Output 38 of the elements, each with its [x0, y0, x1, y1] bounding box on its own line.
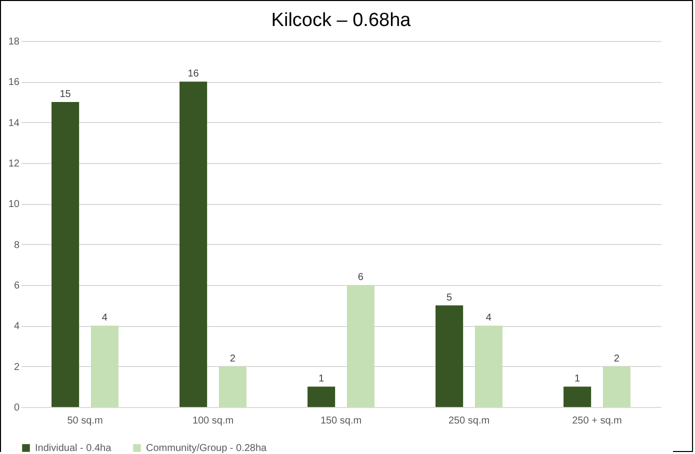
bar: [436, 305, 464, 407]
bar: [218, 366, 246, 407]
data-label: 16: [188, 68, 200, 80]
y-tick-label: 10: [8, 199, 20, 210]
y-tick-label: 2: [14, 362, 20, 373]
y-tick-label: 12: [8, 158, 20, 170]
data-label: 2: [614, 353, 620, 364]
legend-label: Community/Group - 0.28ha: [146, 443, 268, 454]
y-tick-label: 6: [14, 280, 20, 292]
y-tick-label: 18: [8, 36, 20, 48]
data-label: 5: [446, 292, 453, 304]
y-tick-label: 8: [14, 240, 20, 251]
bar: [474, 326, 502, 407]
data-label: 1: [574, 374, 581, 385]
data-label: 2: [230, 353, 236, 364]
y-tick-label: 14: [8, 118, 20, 129]
data-label: 15: [60, 89, 72, 100]
bar: [52, 102, 80, 407]
x-tick-label: 50 sq.m: [67, 416, 103, 426]
bar: [180, 82, 208, 407]
data-label: 6: [358, 272, 364, 283]
y-tick-label: 16: [8, 77, 20, 88]
x-tick-label: 250 sq.m: [448, 416, 490, 426]
y-tick-label: 4: [14, 321, 20, 332]
data-label: 1: [318, 374, 325, 385]
x-tick-label: 250 + sq.m: [572, 416, 622, 426]
chart-title: Kilcock – 0.68ha: [271, 10, 412, 31]
x-tick-label: 150 sq.m: [320, 416, 362, 426]
data-label: 4: [102, 312, 108, 324]
legend-label: Individual - 0.4ha: [35, 443, 112, 454]
data-label: 4: [486, 312, 492, 324]
bar: [346, 285, 374, 407]
bar: [602, 366, 630, 407]
y-tick-label: 0: [14, 402, 20, 414]
bar: [90, 326, 118, 407]
bar: [308, 386, 336, 407]
x-tick-label: 100 sq.m: [192, 416, 234, 426]
bar: [564, 386, 592, 407]
